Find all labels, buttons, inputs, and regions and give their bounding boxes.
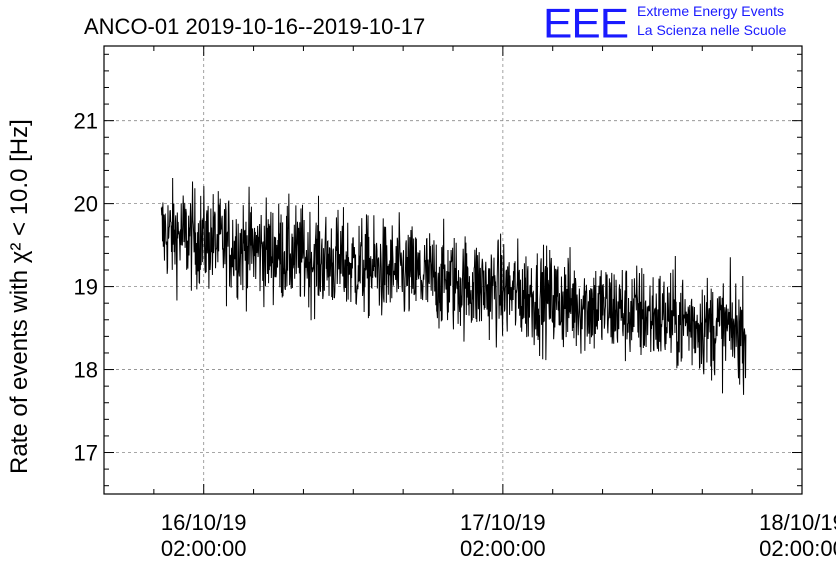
y-axis-label: Rate of events with χ² < 10.0 [Hz] [6, 119, 33, 474]
chart-title: ANCO-01 2019-10-16--2019-10-17 [84, 14, 425, 39]
series-line [160, 178, 747, 395]
axis-ticks [103, 46, 803, 494]
logo-line-2: La Scienza nelle Scuole [637, 22, 787, 38]
logo-line-1: Extreme Energy Events [637, 3, 785, 19]
y-tick-labels: 17 18 19 20 21 [74, 109, 98, 466]
x-tick-label-time: 02:00:00 [161, 536, 247, 561]
y-tick-label: 21 [74, 109, 98, 134]
series-rate [160, 178, 747, 395]
y-tick-label: 20 [74, 192, 98, 217]
y-tick-label: 17 [74, 441, 98, 466]
y-tick-label: 19 [74, 275, 98, 300]
y-tick-label: 18 [74, 358, 98, 383]
eee-logo-mark: EEE [543, 0, 629, 47]
x-tick-label-date: 18/10/19 [759, 510, 836, 535]
x-tick-label-date: 17/10/19 [460, 510, 546, 535]
x-tick-labels: 16/10/1902:00:0017/10/1902:00:0018/10/19… [161, 510, 836, 561]
x-tick-label-date: 16/10/19 [161, 510, 247, 535]
x-tick-label-time: 02:00:00 [460, 536, 546, 561]
x-tick-label-time: 02:00:00 [759, 536, 836, 561]
